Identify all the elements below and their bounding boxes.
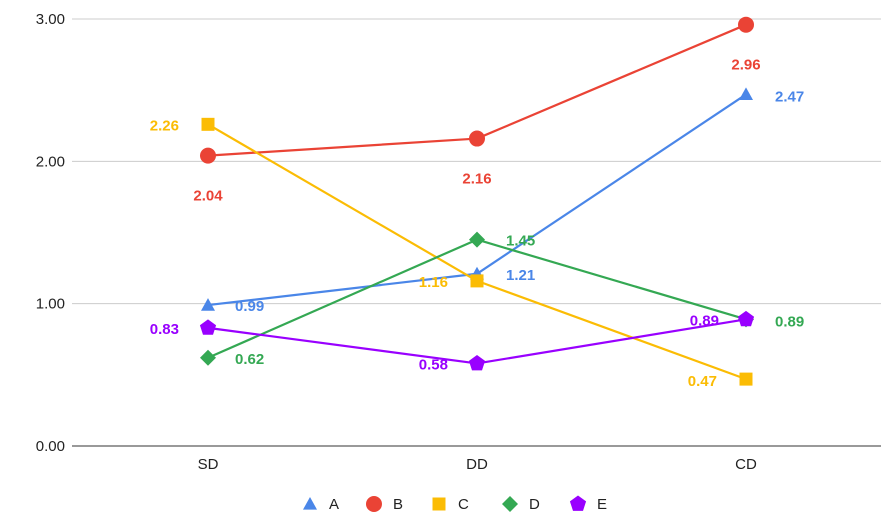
series-e-point xyxy=(737,310,755,327)
y-tick-label: 3.00 xyxy=(36,11,65,28)
data-label: 2.04 xyxy=(193,188,223,205)
data-label: 0.83 xyxy=(150,321,179,338)
legend: A B C D E xyxy=(303,495,607,513)
data-label: 0.89 xyxy=(775,313,804,330)
legend-triangle-icon xyxy=(303,497,317,510)
data-label: 2.47 xyxy=(775,88,804,105)
series-b-point xyxy=(469,130,485,147)
series-b-point xyxy=(200,147,216,164)
legend-pentagon-icon xyxy=(569,495,587,511)
x-tick-label: DD xyxy=(466,456,488,473)
series-line-d xyxy=(207,238,747,359)
series-a-point xyxy=(739,87,753,101)
y-tick-label: 0.00 xyxy=(36,438,65,455)
series-d-point xyxy=(200,349,216,366)
data-label: 0.62 xyxy=(235,351,264,368)
legend-item-e: E xyxy=(569,495,607,513)
x-tick-label: CD xyxy=(735,456,757,473)
legend-label: A xyxy=(329,496,339,513)
data-label: 2.96 xyxy=(731,57,760,74)
series-a-point xyxy=(201,298,215,311)
data-label: 0.89 xyxy=(690,312,719,329)
legend-circle-icon xyxy=(366,496,382,512)
data-label: 2.16 xyxy=(462,171,491,188)
x-tick-label: SD xyxy=(198,456,219,473)
legend-label: C xyxy=(458,496,469,513)
data-label: 1.45 xyxy=(506,233,535,250)
y-tick-label: 2.00 xyxy=(36,153,65,170)
data-label: 1.16 xyxy=(419,274,448,291)
data-label: 2.26 xyxy=(150,117,179,134)
legend-square-icon xyxy=(432,497,446,511)
series-lines xyxy=(199,16,755,386)
series-e-point xyxy=(468,354,486,371)
series-e-point xyxy=(199,319,217,335)
legend-label: D xyxy=(529,496,540,513)
data-label: 1.21 xyxy=(506,267,535,284)
x-axis: SD DD CD xyxy=(198,456,757,473)
data-label: 0.99 xyxy=(235,298,264,315)
data-label: 0.47 xyxy=(688,373,717,390)
series-c-point xyxy=(739,372,753,386)
legend-diamond-icon xyxy=(502,496,518,512)
series-c-point xyxy=(201,117,215,131)
y-axis: 0.00 1.00 2.00 3.00 xyxy=(36,11,65,455)
legend-item-b: B xyxy=(366,496,403,513)
legend-item-a: A xyxy=(303,496,339,513)
legend-item-c: C xyxy=(432,496,469,513)
series-c-point xyxy=(470,274,484,288)
legend-label: E xyxy=(597,496,607,513)
data-labels: 0.99 1.21 2.47 2.04 2.16 2.96 2.26 1.16 0.47 0.62… xyxy=(150,57,804,390)
legend-label: B xyxy=(393,496,403,513)
series-d-point xyxy=(469,231,485,248)
data-label: 0.58 xyxy=(419,356,448,373)
series-b-point xyxy=(738,16,754,33)
y-tick-label: 1.00 xyxy=(36,296,65,313)
legend-item-d: D xyxy=(502,496,540,513)
series-line-c xyxy=(207,123,747,381)
